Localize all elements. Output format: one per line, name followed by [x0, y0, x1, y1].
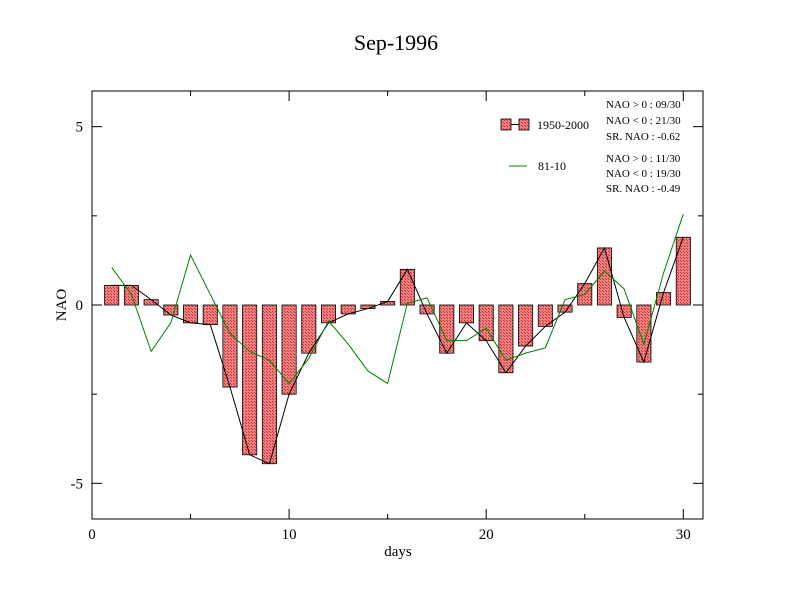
y-axis-title: NAO — [54, 289, 70, 322]
stat-1950-nao-negative: NAO < 0 : 21/30 — [606, 115, 681, 127]
legend-label-series-1: 1950-2000 — [537, 118, 589, 132]
x-tick-label: 10 — [282, 527, 297, 543]
legend: 1950-2000 81-10 NAO > 0 : 09/30 NAO < 0 … — [500, 99, 681, 195]
bar-day-28 — [636, 304, 652, 363]
stat-1950-nao-positive: NAO > 0 : 09/30 — [606, 99, 681, 111]
bar-day-8 — [242, 304, 258, 456]
bar-day-5 — [183, 304, 199, 324]
bar-day-3 — [143, 299, 159, 306]
bar-day-20 — [478, 304, 494, 342]
bar-day-21 — [498, 304, 514, 374]
bars-series-1950-2000 — [104, 236, 691, 465]
x-tick-label: 30 — [676, 527, 691, 543]
legend-bar-swatch-right — [518, 118, 530, 131]
legend-label-series-2: 81-10 — [538, 159, 566, 173]
legend-bar-swatch-left — [500, 118, 512, 131]
bar-day-9 — [261, 304, 277, 465]
bar-day-7 — [222, 304, 238, 388]
y-tick-label: 5 — [76, 120, 84, 136]
stat-8110-nao-positive: NAO > 0 : 11/30 — [606, 153, 681, 165]
bar-day-19 — [458, 304, 474, 324]
bar-day-29 — [656, 292, 672, 306]
chart-title: Sep-1996 — [354, 30, 438, 55]
line-series-1950-2000 — [111, 237, 684, 465]
stat-8110-nao-negative: NAO < 0 : 19/30 — [606, 168, 681, 180]
stat-8110-sr-nao: SR. NAO : -0.49 — [606, 183, 681, 195]
bar-day-1 — [104, 284, 120, 306]
line-series — [111, 213, 684, 465]
y-tick-label: -5 — [71, 476, 84, 492]
axes: 0 10 20 30 5 0 -5 — [71, 91, 703, 543]
bar-day-6 — [202, 304, 218, 326]
line-series-81-10 — [111, 213, 684, 385]
bar-day-30 — [675, 236, 691, 306]
bar-day-10 — [281, 304, 297, 395]
bar-day-22 — [518, 304, 534, 347]
bar-day-27 — [616, 304, 632, 318]
x-axis-title: days — [384, 544, 412, 560]
y-tick-label: 0 — [76, 298, 84, 314]
x-tick-label: 20 — [479, 527, 494, 543]
bar-day-16 — [399, 268, 415, 306]
x-tick-label: 0 — [88, 527, 96, 543]
stat-1950-sr-nao: SR. NAO : -0.62 — [606, 131, 680, 143]
